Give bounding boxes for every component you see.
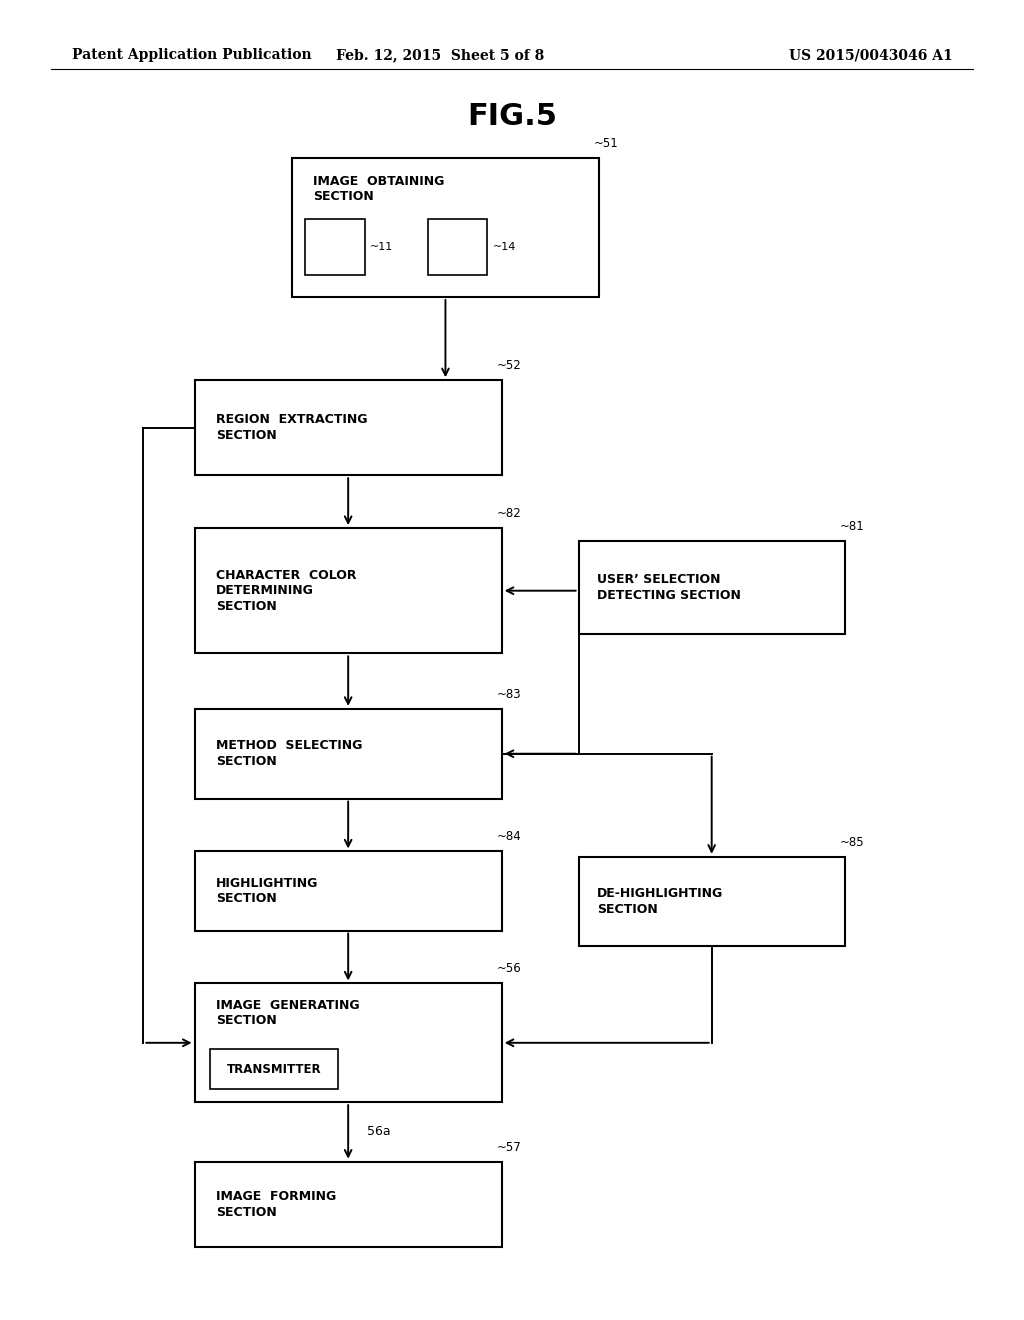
Bar bbox=[195, 528, 502, 653]
Bar bbox=[195, 983, 502, 1102]
Text: FIG.5: FIG.5 bbox=[467, 102, 557, 131]
Text: CHARACTER  COLOR
DETERMINING
SECTION: CHARACTER COLOR DETERMINING SECTION bbox=[216, 569, 356, 612]
Bar bbox=[579, 857, 845, 946]
Text: ~57: ~57 bbox=[497, 1140, 521, 1154]
Text: TRANSMITTER: TRANSMITTER bbox=[226, 1063, 322, 1076]
Bar bbox=[195, 1162, 502, 1247]
Text: USER’ SELECTION
DETECTING SECTION: USER’ SELECTION DETECTING SECTION bbox=[597, 573, 741, 602]
Bar bbox=[292, 158, 599, 297]
Text: ~84: ~84 bbox=[497, 830, 521, 843]
Text: DE-HIGHLIGHTING
SECTION: DE-HIGHLIGHTING SECTION bbox=[597, 887, 723, 916]
Text: 56a: 56a bbox=[367, 1126, 390, 1138]
Bar bbox=[305, 219, 365, 275]
Text: ~11: ~11 bbox=[370, 242, 393, 252]
Bar bbox=[428, 219, 487, 275]
Text: METHOD  SELECTING
SECTION: METHOD SELECTING SECTION bbox=[216, 739, 362, 768]
Text: HIGHLIGHTING
SECTION: HIGHLIGHTING SECTION bbox=[216, 876, 318, 906]
Bar bbox=[195, 380, 502, 475]
Text: ~56: ~56 bbox=[497, 962, 521, 975]
Text: ~81: ~81 bbox=[840, 520, 864, 533]
Text: ~85: ~85 bbox=[840, 836, 864, 849]
Text: ~82: ~82 bbox=[497, 507, 521, 520]
Text: Feb. 12, 2015  Sheet 5 of 8: Feb. 12, 2015 Sheet 5 of 8 bbox=[336, 49, 545, 62]
Text: IMAGE  FORMING
SECTION: IMAGE FORMING SECTION bbox=[216, 1191, 336, 1218]
Text: ~14: ~14 bbox=[493, 242, 516, 252]
Text: REGION  EXTRACTING
SECTION: REGION EXTRACTING SECTION bbox=[216, 413, 368, 442]
Text: IMAGE  GENERATING
SECTION: IMAGE GENERATING SECTION bbox=[216, 999, 359, 1027]
Text: ~52: ~52 bbox=[497, 359, 521, 372]
Text: ~51: ~51 bbox=[594, 137, 618, 150]
Text: IMAGE  OBTAINING
SECTION: IMAGE OBTAINING SECTION bbox=[313, 174, 444, 203]
Bar bbox=[195, 851, 502, 931]
Text: Patent Application Publication: Patent Application Publication bbox=[72, 49, 311, 62]
Text: US 2015/0043046 A1: US 2015/0043046 A1 bbox=[788, 49, 952, 62]
Bar bbox=[195, 709, 502, 799]
Bar bbox=[210, 1049, 338, 1089]
Bar bbox=[579, 541, 845, 634]
Text: ~83: ~83 bbox=[497, 688, 521, 701]
